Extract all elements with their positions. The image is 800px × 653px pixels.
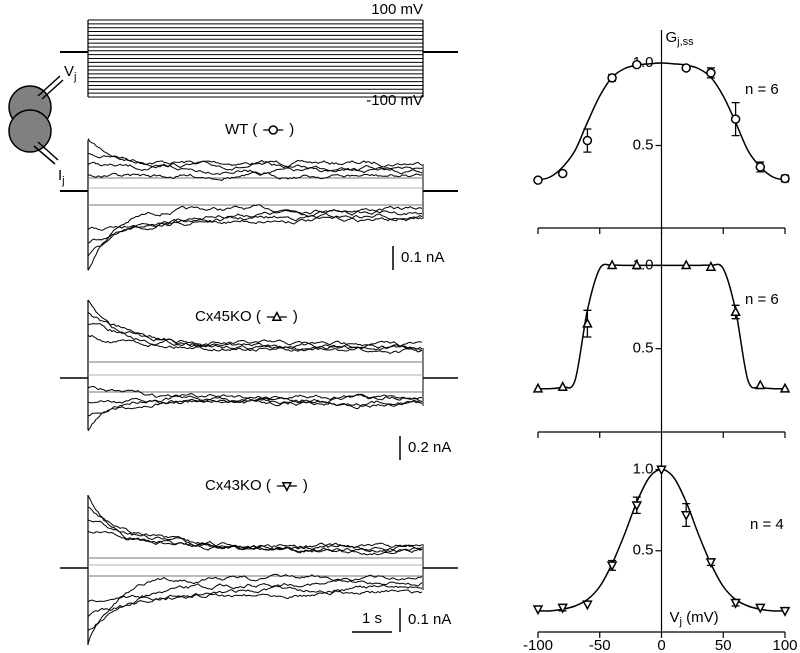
annotation: n = 6 [745,81,779,98]
data-point [631,501,643,512]
data-point [607,73,617,83]
current-trace [87,209,422,257]
trace-label: ) [293,308,298,325]
cell-pair [8,75,64,165]
scale-bar-label: 1 s [362,610,382,627]
trace-label: WT ( [225,121,257,138]
current-trace [87,334,423,354]
data-point [730,305,741,316]
current-trace [87,495,423,549]
data-point [532,605,544,616]
current-trace [87,161,423,176]
x-tick-label: -50 [589,637,611,653]
data-point [606,259,618,270]
data-point [755,603,766,614]
x-axis-label-main: V [670,609,680,626]
data-point [582,600,593,611]
scale-bar-label: 0.2 nA [408,439,451,456]
fit-curve [537,62,786,181]
cell-label-main: V [64,63,74,80]
data-point [680,259,692,270]
y-axis-label-sub: j,ss [676,36,694,48]
fit-curve [537,263,786,390]
data-point [606,561,618,572]
x-tick-label: -100 [523,637,553,653]
cell [8,109,52,153]
data-point [705,558,717,569]
current-trace [87,506,423,551]
data-point [533,175,543,185]
data-point [582,135,593,146]
scale-bar-label: 0.1 nA [401,249,444,266]
data-point [779,382,791,393]
legend-marker [281,482,293,493]
data-point [730,598,741,609]
data-point [755,379,766,390]
current-trace [87,152,423,173]
current-trace [87,171,423,181]
annotation: n = 4 [750,516,784,533]
cell-label-main: I [58,167,62,184]
current-trace [87,385,423,410]
cell-label: Vj [64,63,76,83]
data-point [730,114,741,124]
electrode [37,75,64,100]
y-axis-label: Gj,ss [666,29,695,48]
x-axis-label-unit: (mV) [682,609,719,626]
current-trace [87,584,423,617]
data-point [681,63,691,73]
current-trace [87,312,423,351]
trace-label: Cx43KO ( [205,477,271,494]
trace-label: ) [289,121,294,138]
y-axis-label-main: G [666,29,678,46]
cell-label: Ij [58,167,65,187]
data-point [557,603,568,614]
data-point [680,511,692,522]
data-point [780,173,790,184]
current-trace [87,519,423,553]
current-trace [87,589,423,603]
trace-label: Cx45KO ( [195,308,261,325]
data-point [532,382,544,393]
current-trace [87,212,423,244]
current-trace [87,299,423,349]
current-trace [87,573,423,645]
trace-label: ) [303,477,308,494]
current-trace [87,531,423,556]
data-point [755,162,766,172]
electrode [33,141,59,165]
x-axis-label-sub: j [679,616,682,628]
x-tick-label: 50 [715,637,732,653]
cell-label-sub: j [73,71,76,83]
data-point [632,59,642,70]
current-trace [87,204,423,271]
y-tick-label: 0.5 [633,340,654,357]
protocol-label: 100 mV [371,1,423,18]
data-point [557,168,568,179]
data-point [705,260,717,271]
x-tick-label: 0 [657,637,665,653]
x-tick-label: 100 [772,637,797,653]
data-point [631,259,643,270]
cell-label-sub: j [61,175,64,187]
data-point [656,465,667,476]
scale-bar-label: 0.1 nA [408,611,451,628]
data-point [706,68,716,78]
annotation: n = 6 [745,291,779,308]
x-axis-label: Vj (mV) [670,609,719,628]
current-trace [87,215,423,231]
legend-marker [268,125,278,135]
legend-marker [271,310,283,321]
data-point [582,317,593,328]
y-tick-label: 0.5 [633,542,654,559]
y-tick-label: 0.5 [633,136,654,153]
data-point [779,606,791,617]
current-trace [87,323,423,352]
y-tick-label: 1.0 [633,460,654,477]
data-point [557,380,568,391]
protocol-label: -100 mV [366,92,423,109]
